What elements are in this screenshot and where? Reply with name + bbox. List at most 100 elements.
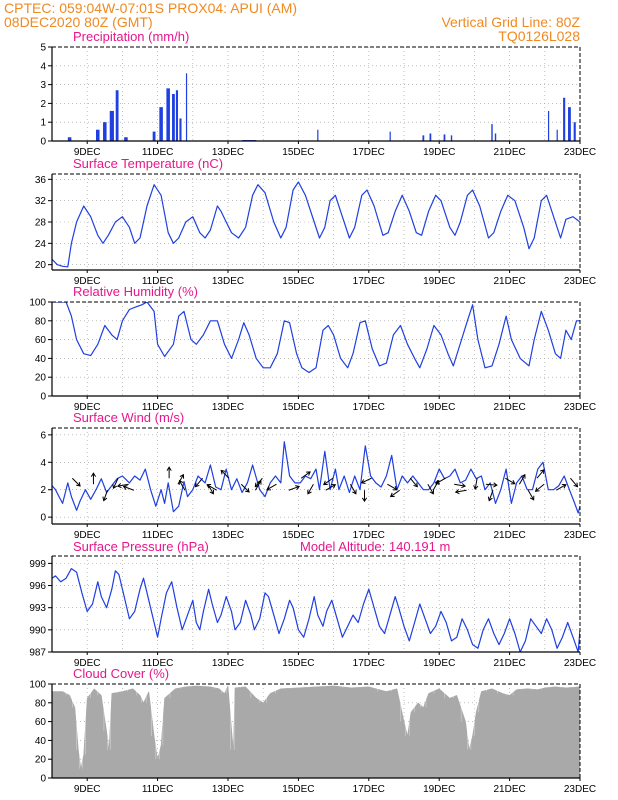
cloud-date-label: 19DEC	[423, 784, 455, 795]
precipitation-bar	[179, 118, 182, 141]
precipitation-bar	[96, 129, 100, 141]
precipitation-title: Precipitation (mm/h)	[73, 29, 189, 44]
precipitation-date-label: 19DEC	[423, 147, 455, 158]
temperature-date-label: 11DEC	[142, 276, 174, 287]
wind-arrow	[534, 483, 545, 492]
humidity-ytick-label: 60	[35, 335, 47, 346]
precipitation-bar	[429, 133, 432, 141]
wind-series-line	[52, 441, 580, 514]
wind-arrow	[505, 477, 516, 485]
temperature-ytick-label: 36	[35, 175, 47, 186]
precipitation-ytick-label: 2	[40, 99, 46, 110]
pressure-ytick-label: 990	[29, 625, 46, 636]
temperature-date-label: 23DEC	[564, 276, 596, 287]
temperature-ytick-label: 20	[35, 260, 47, 271]
wind-arrow	[454, 489, 467, 495]
temperature-date-label: 13DEC	[212, 276, 244, 287]
wind-arrow	[485, 482, 498, 488]
wind-arrow	[518, 473, 526, 485]
wind-arrow	[166, 466, 172, 479]
precipitation-bar	[175, 90, 179, 141]
wind-date-label: 15DEC	[282, 530, 314, 541]
humidity-date-label: 17DEC	[353, 402, 385, 413]
pressure-date-label: 23DEC	[564, 658, 596, 669]
precipitation-date-label: 17DEC	[353, 147, 385, 158]
cloud-ytick-label: 60	[35, 717, 47, 728]
humidity-ytick-label: 100	[29, 298, 46, 309]
wind-vertical-grid	[51, 428, 546, 524]
humidity-ytick-label: 20	[35, 373, 47, 384]
precipitation-date-label: 21DEC	[493, 147, 525, 158]
wind-arrow	[454, 483, 466, 489]
wind-arrow	[349, 483, 357, 495]
precipitation-bar	[152, 131, 156, 141]
wind-date-label: 23DEC	[564, 530, 596, 541]
precipitation-bar	[573, 122, 576, 141]
temperature-date-label: 15DEC	[282, 276, 314, 287]
precipitation-bar	[172, 94, 175, 141]
wind-arrow	[206, 484, 217, 491]
wind-arrow	[487, 490, 494, 502]
precipitation-bar	[547, 110, 550, 141]
cloud-date-label: 17DEC	[353, 784, 385, 795]
wind-arrow	[177, 473, 185, 485]
temperature-series-line	[52, 181, 580, 268]
wind-arrow	[527, 489, 535, 501]
precipitation-bar	[109, 110, 114, 141]
wind-arrow	[427, 483, 435, 495]
cloud-date-label: 13DEC	[212, 784, 244, 795]
precipitation-bar	[556, 129, 558, 141]
temperature-date-label: 19DEC	[423, 276, 455, 287]
precipitation-ytick-label: 5	[40, 43, 46, 54]
wind-arrow	[122, 485, 135, 491]
precipitation-frame	[51, 46, 581, 142]
precipitation-bar	[422, 135, 425, 141]
humidity-panel: Relative Humidity (%) 0 20 40 60 80 100 9DEC 11D…	[29, 284, 596, 413]
wind-ytick-label: 0	[40, 513, 46, 524]
header-model-code: TQ0126L028	[498, 28, 580, 44]
precipitation-bar	[67, 137, 72, 141]
precipitation-bar	[494, 133, 497, 141]
wind-arrow	[435, 477, 446, 485]
model-altitude-label: Model Altitude: 140.191 m	[300, 539, 450, 554]
wind-arrow	[112, 478, 119, 490]
cloud-date-label: 21DEC	[493, 784, 525, 795]
humidity-date-label: 11DEC	[142, 402, 174, 413]
header-station: CPTEC: 059:04W-07:01S PROX04: APUI (AM)	[4, 0, 298, 16]
cloud-cover-area	[52, 684, 580, 778]
precipitation-bar	[103, 122, 107, 141]
wind-arrow	[325, 484, 337, 491]
temperature-panel: Surface Temperature (nC) 20 24 28 32 36 9DEC 11…	[35, 156, 596, 287]
wind-arrow	[409, 477, 418, 488]
wind-arrow	[361, 490, 368, 503]
cloud-ytick-label: 80	[35, 698, 47, 709]
precipitation-bar	[563, 97, 566, 141]
precipitation-date-label: 9DEC	[74, 147, 101, 158]
humidity-ytick-label: 0	[40, 392, 46, 403]
wind-date-label: 9DEC	[74, 530, 101, 541]
wind-arrow	[556, 484, 567, 491]
pressure-date-label: 21DEC	[493, 658, 525, 669]
pressure-date-label: 11DEC	[142, 658, 174, 669]
wind-title: Surface Wind (m/s)	[73, 410, 184, 425]
header-grid-line: Vertical Grid Line: 80Z	[441, 14, 580, 30]
precipitation-bar	[159, 107, 163, 141]
wind-arrow	[387, 483, 398, 491]
precipitation-bar	[491, 124, 493, 141]
cloud-date-label: 23DEC	[564, 784, 596, 795]
pressure-date-label: 13DEC	[212, 658, 244, 669]
precipitation-ytick-label: 4	[40, 61, 46, 72]
precipitation-bar	[568, 107, 571, 141]
wind-arrow	[178, 479, 186, 491]
wind-arrow	[194, 477, 203, 488]
wind-date-label: 17DEC	[353, 530, 385, 541]
pressure-title: Surface Pressure (hPa)	[73, 539, 209, 554]
pressure-ytick-label: 996	[29, 581, 46, 592]
pressure-ytick-label: 993	[29, 603, 46, 614]
temperature-date-label: 21DEC	[493, 276, 525, 287]
precipitation-date-label: 23DEC	[564, 147, 596, 158]
wind-arrow	[240, 483, 250, 493]
temperature-title: Surface Temperature (nC)	[73, 156, 223, 171]
cloud-data	[52, 684, 580, 778]
precipitation-bar	[166, 88, 170, 141]
